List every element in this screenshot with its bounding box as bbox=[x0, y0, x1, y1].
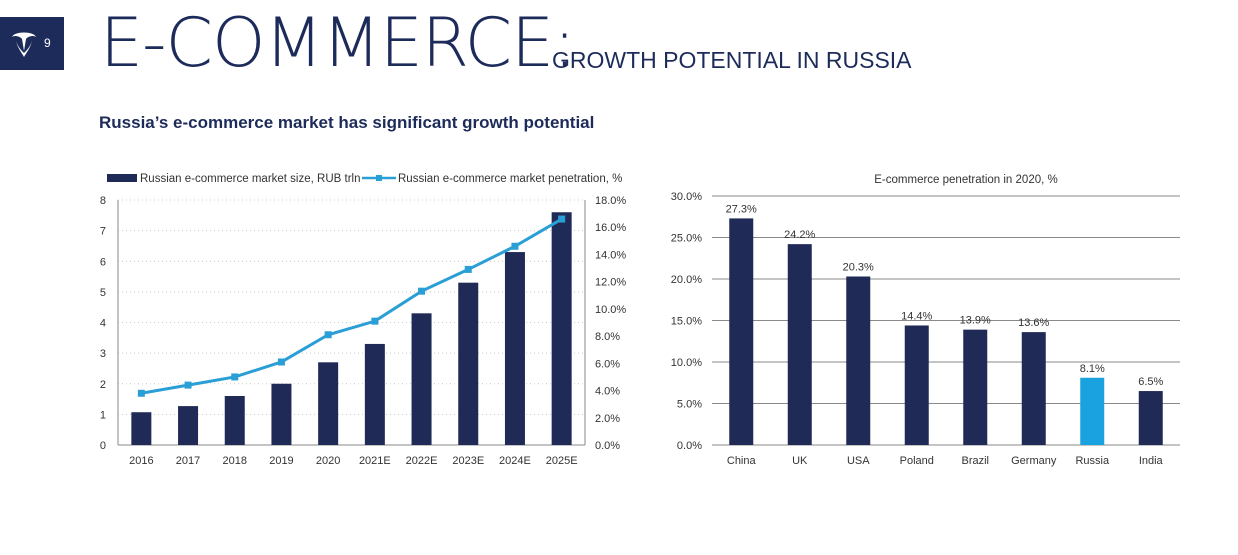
y-tick-label: 25.0% bbox=[671, 233, 702, 245]
y-left-tick-label: 1 bbox=[100, 409, 106, 421]
data-label: 6.5% bbox=[1138, 376, 1163, 388]
x-tick-label: 2017 bbox=[176, 455, 200, 467]
penetration-point bbox=[558, 215, 566, 223]
data-label: 27.3% bbox=[726, 203, 757, 215]
country-bar bbox=[1080, 377, 1105, 445]
y-left-tick-label: 0 bbox=[100, 440, 106, 452]
market-size-combo-chart: Russian e-commerce market size, RUB trln… bbox=[100, 173, 627, 467]
page-number: 9 bbox=[44, 36, 51, 50]
y-tick-label: 15.0% bbox=[671, 316, 702, 328]
penetration-point bbox=[277, 358, 285, 366]
country-bar bbox=[904, 325, 929, 445]
y-right-tick-label: 4.0% bbox=[595, 386, 620, 398]
country-bar bbox=[1021, 332, 1046, 445]
x-tick-label: 2022E bbox=[406, 455, 438, 467]
data-label: 24.2% bbox=[784, 229, 815, 241]
y-right-tick-label: 8.0% bbox=[595, 331, 620, 343]
penetration-point bbox=[418, 287, 426, 295]
y-right-tick-label: 6.0% bbox=[595, 358, 620, 370]
logo-emblem-icon bbox=[12, 32, 36, 57]
market-size-bar bbox=[551, 212, 572, 445]
legend-line-label: Russian e-commerce market penetration, % bbox=[398, 173, 622, 185]
penetration-point bbox=[324, 331, 332, 339]
chart-title: E-commerce penetration in 2020, % bbox=[874, 174, 1057, 186]
page-title: E-COMMERCE: bbox=[100, 4, 576, 83]
x-tick-label: 2024E bbox=[499, 455, 531, 467]
x-tick-label: 2016 bbox=[129, 455, 153, 467]
data-label: 14.4% bbox=[901, 310, 932, 322]
market-size-bar bbox=[318, 362, 339, 445]
y-tick-label: 0.0% bbox=[677, 440, 702, 452]
penetration-point bbox=[137, 389, 145, 397]
data-label: 13.9% bbox=[960, 315, 991, 327]
y-left-tick-label: 4 bbox=[100, 318, 106, 330]
market-size-bar bbox=[131, 412, 152, 445]
x-tick-label: 2021E bbox=[359, 455, 391, 467]
x-tick-label: 2020 bbox=[316, 455, 340, 467]
y-right-tick-label: 14.0% bbox=[595, 249, 626, 261]
x-tick-label: USA bbox=[847, 455, 870, 467]
market-size-bar bbox=[458, 282, 479, 445]
y-left-tick-label: 8 bbox=[100, 195, 106, 207]
x-tick-label: Russia bbox=[1075, 455, 1110, 467]
country-bar bbox=[963, 329, 988, 445]
y-left-tick-label: 3 bbox=[100, 348, 106, 360]
legend-bar-swatch bbox=[107, 174, 137, 182]
y-tick-label: 5.0% bbox=[677, 399, 702, 411]
y-right-tick-label: 10.0% bbox=[595, 304, 626, 316]
y-left-tick-label: 6 bbox=[100, 256, 106, 268]
data-label: 20.3% bbox=[843, 262, 874, 274]
y-left-tick-label: 2 bbox=[100, 379, 106, 391]
penetration-point bbox=[231, 373, 239, 381]
country-bar bbox=[1138, 391, 1163, 445]
market-size-bar bbox=[178, 406, 199, 445]
x-tick-label: 2025E bbox=[546, 455, 578, 467]
penetration-point bbox=[464, 265, 472, 273]
data-label: 8.1% bbox=[1080, 363, 1105, 375]
y-tick-label: 20.0% bbox=[671, 274, 702, 286]
x-tick-label: Germany bbox=[1011, 455, 1057, 467]
penetration-line bbox=[141, 217, 563, 395]
x-tick-label: 2018 bbox=[223, 455, 247, 467]
market-size-bar bbox=[224, 396, 245, 445]
y-right-tick-label: 0.0% bbox=[595, 440, 620, 452]
market-size-bar bbox=[411, 313, 432, 445]
country-bar bbox=[729, 218, 754, 445]
market-size-bar bbox=[504, 252, 525, 445]
penetration-point bbox=[371, 317, 379, 325]
section-title: Russia’s e-commerce market has significa… bbox=[99, 113, 595, 132]
data-label: 13.6% bbox=[1018, 317, 1049, 329]
y-right-tick-label: 18.0% bbox=[595, 195, 626, 207]
x-tick-label: 2019 bbox=[269, 455, 293, 467]
y-left-tick-label: 7 bbox=[100, 226, 106, 238]
y-right-tick-label: 16.0% bbox=[595, 222, 626, 234]
legend-bar-label: Russian e-commerce market size, RUB trln bbox=[140, 173, 360, 185]
page-subtitle: GROWTH POTENTIAL IN RUSSIA bbox=[552, 47, 912, 73]
legend-line-marker bbox=[376, 175, 382, 181]
penetration-by-country-chart: E-commerce penetration in 2020, % 0.0% 5.0… bbox=[671, 174, 1180, 467]
y-left-tick-label: 5 bbox=[100, 287, 106, 299]
y-right-tick-label: 12.0% bbox=[595, 277, 626, 289]
y-tick-label: 30.0% bbox=[671, 191, 702, 203]
x-tick-label: India bbox=[1139, 455, 1164, 467]
y-tick-label: 10.0% bbox=[671, 357, 702, 369]
x-tick-label: Poland bbox=[900, 455, 934, 467]
penetration-point bbox=[184, 381, 192, 389]
x-tick-label: UK bbox=[792, 455, 808, 467]
penetration-point bbox=[511, 242, 519, 250]
market-size-bar bbox=[364, 343, 385, 445]
country-bar bbox=[787, 244, 812, 445]
y-right-tick-label: 2.0% bbox=[595, 413, 620, 425]
country-bar bbox=[846, 276, 871, 445]
x-tick-label: Brazil bbox=[961, 455, 989, 467]
x-tick-label: 2023E bbox=[452, 455, 484, 467]
company-logo bbox=[0, 17, 64, 70]
x-tick-label: China bbox=[727, 455, 757, 467]
market-size-bar bbox=[271, 383, 292, 445]
